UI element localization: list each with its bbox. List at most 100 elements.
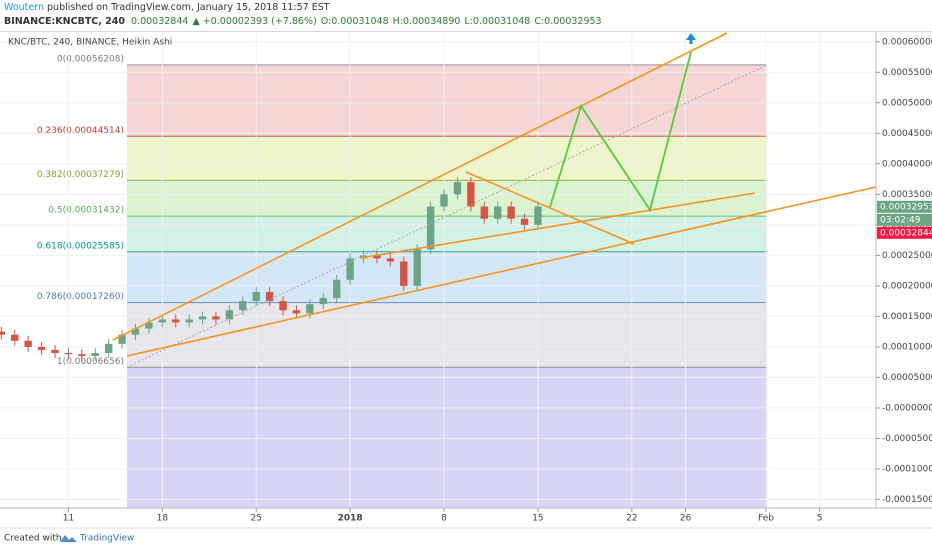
candle-body (440, 194, 448, 207)
candle-body (534, 206, 542, 225)
fib-label: 1(0.00006656) (57, 357, 124, 367)
x-tick-label: 11 (63, 514, 74, 524)
fib-label: 0(0.00056208) (57, 54, 124, 64)
candle-body (333, 279, 341, 299)
candle-body (279, 301, 287, 311)
y-tick-label: 0.00035000 (882, 190, 932, 200)
author[interactable]: Woutern (4, 2, 44, 13)
ohlc-open: O:0.00031048 (321, 16, 389, 27)
y-tick-label: 0.00040000 (882, 159, 932, 169)
candle-body (507, 206, 515, 219)
x-tick-label: 18 (157, 514, 169, 524)
candle-body (104, 343, 113, 353)
candle-body (520, 218, 529, 225)
candle-body (131, 328, 140, 335)
last: 0.00032844 (131, 16, 188, 27)
trend-line (112, 32, 728, 341)
fib-label: 0.5(0.00031432) (48, 206, 124, 216)
y-tick-label: 0.00050000 (882, 98, 932, 108)
published: published on TradingView.com, January 15… (44, 2, 330, 13)
candle-body (453, 182, 462, 195)
pane-border (0, 31, 932, 32)
x-tick-label: 15 (532, 514, 543, 524)
fib-zone (127, 302, 767, 368)
fib-zone (127, 64, 767, 137)
y-tick-label: -0.00000000 (882, 403, 932, 413)
candle-body (185, 319, 193, 323)
candle-body (64, 352, 73, 355)
candle-body (225, 310, 234, 320)
candle-body (145, 322, 153, 329)
y-tick-label: 0.00015000 (882, 312, 932, 322)
y-tick-label: 0.00060000 (882, 37, 932, 47)
x-tick-label: Feb (758, 514, 774, 524)
fib-label: 0.618(0.00025585) (37, 241, 124, 251)
fib-label: 0.786(0.00017260) (37, 292, 124, 302)
trend-line (126, 186, 877, 357)
fib-zone (127, 367, 767, 508)
x-tick-label: 26 (680, 514, 692, 524)
y-tick-label: 0.00055000 (882, 68, 932, 78)
y-axis-bg (876, 32, 932, 508)
footer-brand[interactable]: TradingView (79, 534, 134, 544)
candle-body (37, 346, 46, 350)
candle-body (0, 331, 6, 335)
arrow-up (686, 33, 696, 44)
candle-body (51, 349, 59, 353)
candle-body (467, 182, 475, 207)
trend-line (465, 171, 635, 245)
y-tick-label: 0.00045000 (882, 129, 932, 139)
candle-body (158, 319, 167, 323)
candle-body (346, 258, 354, 280)
candle-body (172, 319, 180, 323)
logo[interactable] (60, 535, 77, 542)
x-tick-label: 25 (251, 514, 262, 524)
candle-body (265, 291, 274, 302)
chart-legend: KNC/BTC, 240, BINANCE, Heikin Ashi (8, 38, 172, 48)
ohlc-close: C:0.00032953 (534, 16, 601, 27)
price-label: 03:02:49 (880, 215, 921, 225)
candle-body (212, 316, 220, 320)
x-tick-label: 8 (441, 514, 447, 524)
x-tick-label: 22 (626, 514, 637, 524)
symbol: BINANCE:KNCBTC, 240 (4, 16, 125, 27)
fib-zone (127, 251, 767, 303)
price-label-box (877, 200, 932, 213)
y-tick-label: 0.00025000 (882, 251, 932, 261)
y-tick-label: 0.00020000 (882, 281, 932, 291)
y-tick-label: -0.00010000 (882, 464, 932, 474)
candle-body (198, 316, 207, 320)
candle-body (91, 352, 99, 357)
y-tick-label: -0.00015000 (882, 495, 932, 505)
footer (0, 528, 932, 550)
candle-body (480, 206, 488, 219)
candle-body (78, 354, 86, 357)
candle-body (413, 249, 421, 286)
projection-path (549, 51, 692, 213)
candle-body (386, 258, 395, 262)
candle-body (319, 298, 327, 305)
fib-label: 0.236(0.00044514) (37, 126, 124, 136)
y-tick-label: -0.00005000 (882, 434, 932, 444)
price-label: 0.00032844 (880, 228, 932, 238)
candle-body (11, 334, 19, 341)
candle-body (494, 206, 502, 219)
x-tick-label: 2018 (338, 514, 363, 524)
y-tick-label: 0.00005000 (882, 373, 932, 383)
footer-created: Created with (4, 534, 62, 544)
candle-body (373, 255, 381, 259)
fib-label: 0.382(0.00037279) (37, 170, 124, 180)
y-tick-label: 0.00010000 (882, 342, 932, 352)
x-tick-label: 5 (817, 514, 823, 524)
candle-body (118, 334, 126, 344)
price-label: 0.00032953 (880, 202, 932, 212)
candle-body (400, 261, 408, 286)
drawings (112, 32, 877, 368)
price-label-box (877, 226, 932, 239)
candle-body (306, 304, 314, 314)
header-line: Woutern published on TradingView.com, Ja… (4, 2, 330, 13)
candle-body (426, 206, 435, 250)
symbol-line: BINANCE:KNCBTC, 240 0.00032844 ▲ +0.000023… (4, 16, 602, 27)
ohlc-high: H:0.00034890 (393, 16, 461, 27)
